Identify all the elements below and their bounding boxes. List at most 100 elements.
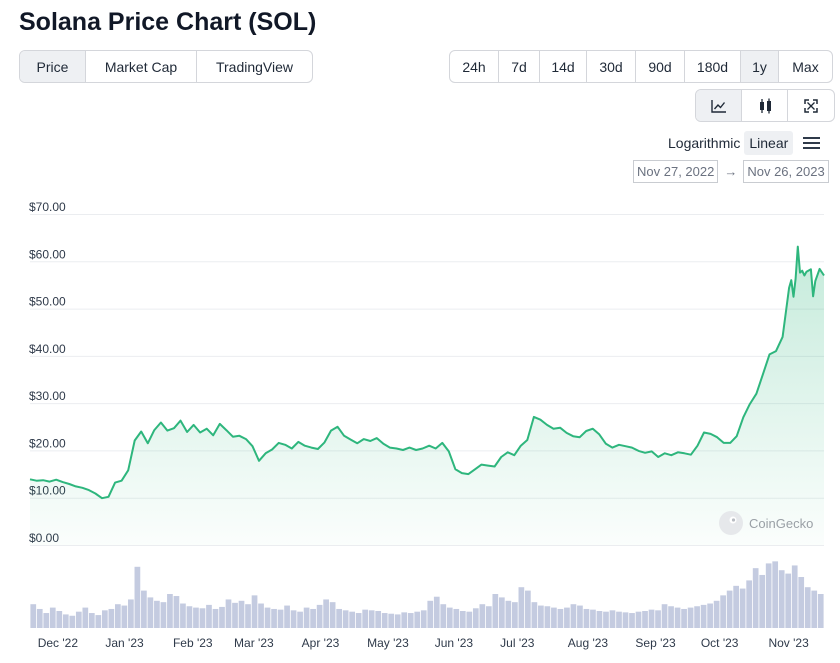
volume-bar — [193, 607, 199, 628]
line-chart-button[interactable] — [696, 90, 742, 121]
x-tick-label: Jul '23 — [500, 636, 535, 650]
volume-bar — [655, 610, 661, 628]
y-axis-labels: $0.00$10.00$20.00$30.00$40.00$50.00$60.0… — [29, 200, 66, 545]
volume-bar — [362, 609, 369, 628]
volume-bar — [485, 606, 492, 628]
volume-bar — [69, 615, 76, 628]
tab-tradingview[interactable]: TradingView — [215, 58, 294, 75]
volume-bar — [167, 594, 173, 628]
volume-bar — [375, 611, 382, 628]
volume-bar — [355, 613, 362, 628]
volume-bar — [713, 600, 720, 628]
volume-bar — [336, 608, 342, 628]
fullscreen-button[interactable] — [788, 90, 834, 121]
volume-bar — [245, 604, 251, 628]
volume-bar — [603, 611, 609, 628]
volume-bar — [284, 605, 290, 628]
volume-bar — [134, 566, 141, 628]
volume-bar — [472, 608, 479, 628]
volume-bar — [49, 607, 56, 628]
volume-bar — [811, 590, 818, 628]
volume-bar — [271, 608, 277, 628]
range-14d[interactable]: 14d — [540, 51, 587, 82]
volume-bar — [538, 605, 544, 628]
volume-bar — [622, 612, 629, 628]
range-max[interactable]: Max — [792, 58, 819, 75]
volume-bar — [43, 613, 50, 628]
volume-bar — [427, 600, 434, 628]
hamburger-menu-icon[interactable] — [803, 136, 821, 150]
y-tick-label: $20.00 — [29, 436, 66, 450]
volume-bar — [212, 608, 219, 628]
x-tick-label: Mar '23 — [234, 636, 274, 650]
volume-bar — [785, 573, 792, 628]
y-tick-label: $30.00 — [29, 389, 66, 403]
volume-bar — [525, 590, 531, 628]
price-line — [29, 245, 825, 500]
volume-bar — [414, 611, 421, 628]
volume-bar — [82, 607, 89, 628]
range-30d[interactable]: 30d — [587, 51, 636, 82]
volume-bar — [206, 604, 212, 628]
volume-bar — [557, 608, 564, 628]
volume-bar — [681, 608, 687, 628]
coingecko-logo-icon — [719, 511, 743, 535]
volume-bar — [30, 604, 37, 628]
volume-bar — [297, 611, 303, 628]
volume-bar — [381, 613, 388, 628]
volume-bar — [277, 609, 284, 628]
x-tick-label: Dec '22 — [38, 636, 79, 650]
volume-bar — [147, 597, 154, 628]
volume-bar — [388, 613, 395, 628]
price-series — [29, 245, 825, 545]
volume-bar — [479, 604, 486, 628]
volume-bar — [290, 610, 297, 628]
volume-bar — [219, 606, 225, 628]
volume-bar — [264, 607, 271, 628]
volume-bar — [173, 596, 180, 628]
volume-bar — [772, 561, 779, 628]
range-7d[interactable]: 7d — [499, 51, 540, 82]
volume-bar — [733, 585, 739, 628]
page-title: Solana Price Chart (SOL) — [19, 8, 317, 36]
volume-bar — [342, 610, 349, 628]
x-tick-label: May '23 — [367, 636, 409, 650]
volume-bar — [453, 608, 460, 628]
tab-price[interactable]: Price — [20, 51, 86, 82]
volume-bar — [108, 608, 115, 628]
range-90d[interactable]: 90d — [636, 51, 685, 82]
scale-toggle: Logarithmic Linear — [664, 131, 821, 155]
volume-bar — [668, 606, 674, 628]
volume-bar — [101, 610, 108, 628]
volume-bar — [420, 610, 427, 628]
volume-bar — [186, 606, 193, 628]
candlestick-button[interactable] — [742, 90, 788, 121]
tab-market-cap[interactable]: Market Cap — [86, 51, 197, 82]
scale-linear[interactable]: Linear — [744, 131, 794, 155]
date-to-input[interactable]: Nov 26, 2023 — [743, 160, 829, 183]
x-tick-label: Nov '23 — [768, 636, 809, 650]
price-area — [30, 246, 824, 545]
volume-bar — [160, 602, 167, 628]
volume-bar — [590, 609, 596, 628]
volume-bar — [128, 599, 134, 628]
range-1y[interactable]: 1y — [741, 51, 779, 82]
range-180d[interactable]: 180d — [685, 51, 741, 82]
range-24h[interactable]: 24h — [450, 51, 499, 82]
volume-bar — [310, 608, 316, 628]
volume-bar — [316, 604, 323, 628]
x-tick-label: Aug '23 — [568, 636, 609, 650]
volume-bar — [95, 615, 102, 628]
volume-bar — [804, 587, 811, 628]
volume-bar — [544, 606, 551, 628]
volume-bar — [629, 613, 635, 628]
volume-bar — [303, 607, 310, 628]
scale-logarithmic[interactable]: Logarithmic — [668, 135, 741, 151]
volume-bar — [674, 607, 681, 628]
volume-bar — [492, 594, 499, 628]
volume-bar — [154, 600, 160, 628]
date-from-input[interactable]: Nov 27, 2022 — [633, 160, 719, 183]
volume-bar — [394, 614, 401, 628]
x-tick-label: Oct '23 — [701, 636, 739, 650]
x-axis-labels: Dec '22 Jan '23 Feb '23 Mar '23 Apr '23 May '… — [38, 636, 809, 650]
